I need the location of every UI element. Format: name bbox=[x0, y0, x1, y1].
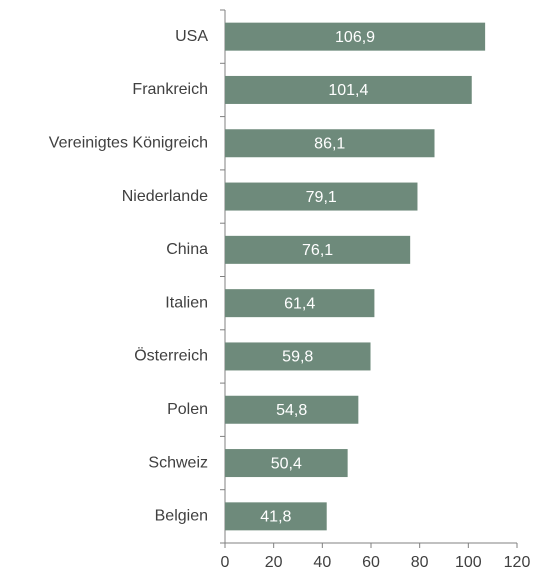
bar bbox=[225, 235, 411, 264]
bar bbox=[225, 129, 435, 158]
y-tick-label: Belgien bbox=[155, 508, 208, 525]
value-label: 76,1 bbox=[302, 242, 333, 259]
value-label: 54,8 bbox=[276, 402, 307, 419]
value-label: 101,4 bbox=[328, 82, 368, 99]
y-tick-label: Italien bbox=[165, 294, 208, 311]
value-label: 106,9 bbox=[335, 29, 375, 46]
bar bbox=[225, 22, 486, 51]
y-tick-label: Vereinigtes Königreich bbox=[49, 134, 208, 151]
bar bbox=[225, 502, 327, 531]
y-tick-label: USA bbox=[175, 28, 208, 45]
value-label: 86,1 bbox=[314, 135, 345, 152]
y-tick-label: Niederlande bbox=[122, 188, 208, 205]
value-label: 79,1 bbox=[306, 189, 337, 206]
y-tick-label: Österreich bbox=[134, 347, 208, 365]
value-label: 50,4 bbox=[271, 455, 302, 472]
x-tick-label: 80 bbox=[411, 554, 429, 571]
value-label: 59,8 bbox=[282, 349, 313, 366]
y-tick-label: Frankreich bbox=[132, 81, 208, 98]
bar bbox=[225, 342, 371, 371]
bar bbox=[225, 289, 375, 318]
x-tick-label: 60 bbox=[362, 554, 380, 571]
bar bbox=[225, 449, 348, 478]
x-tick-label: 40 bbox=[313, 554, 331, 571]
bar bbox=[225, 395, 359, 424]
y-tick-label: Polen bbox=[167, 401, 208, 418]
x-tick-label: 120 bbox=[504, 554, 531, 571]
value-label: 61,4 bbox=[284, 295, 315, 312]
x-tick-label: 100 bbox=[455, 554, 482, 571]
y-tick-label: China bbox=[166, 241, 208, 258]
bar bbox=[225, 182, 418, 211]
x-tick-label: 20 bbox=[265, 554, 283, 571]
x-tick-label: 0 bbox=[221, 554, 230, 571]
bar bbox=[225, 75, 472, 104]
value-label: 41,8 bbox=[260, 509, 291, 526]
y-tick-label: Schweiz bbox=[148, 454, 208, 471]
